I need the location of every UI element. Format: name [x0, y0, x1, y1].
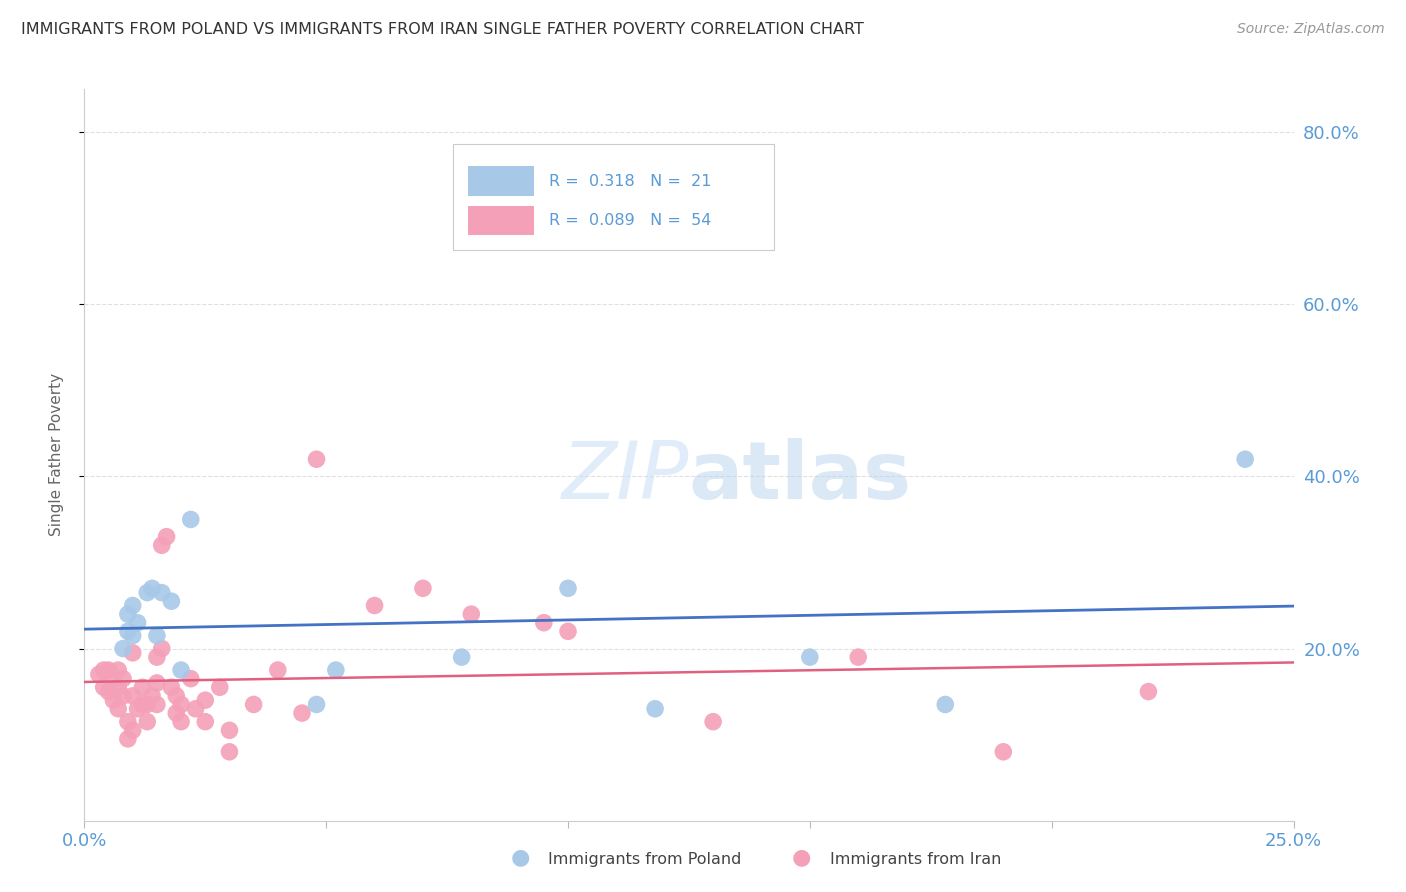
Point	[117, 624, 139, 639]
Point	[150, 538, 173, 552]
Point	[121, 646, 143, 660]
Point	[117, 714, 139, 729]
Point	[180, 512, 202, 526]
Point	[141, 582, 163, 596]
Point	[93, 663, 115, 677]
Point	[533, 615, 555, 630]
Point	[121, 629, 143, 643]
Point	[103, 693, 125, 707]
Point	[194, 693, 217, 707]
Point	[136, 585, 159, 599]
Bar	[468, 166, 534, 196]
Point	[1137, 684, 1160, 698]
Point	[644, 702, 666, 716]
Point	[412, 582, 434, 596]
Point	[131, 680, 153, 694]
Point	[180, 672, 202, 686]
Point	[160, 680, 183, 694]
Point	[121, 723, 143, 738]
Point	[325, 663, 347, 677]
Point	[127, 615, 149, 630]
Point	[242, 698, 264, 712]
Point	[208, 680, 231, 694]
Point	[993, 745, 1015, 759]
Point	[117, 607, 139, 621]
Point	[155, 530, 177, 544]
Point	[305, 452, 328, 467]
Point	[165, 689, 187, 703]
FancyBboxPatch shape	[453, 144, 773, 250]
Point	[97, 663, 120, 677]
Point	[165, 706, 187, 720]
Bar	[468, 205, 534, 235]
Point	[160, 594, 183, 608]
Point	[87, 667, 110, 681]
Point	[136, 714, 159, 729]
Point	[557, 582, 579, 596]
Point	[170, 663, 193, 677]
Point	[150, 641, 173, 656]
Text: Source: ZipAtlas.com: Source: ZipAtlas.com	[1237, 22, 1385, 37]
Point	[136, 698, 159, 712]
Text: ●: ●	[792, 847, 811, 867]
Point	[117, 731, 139, 746]
Text: ●: ●	[510, 847, 530, 867]
Point	[146, 629, 169, 643]
Point	[107, 680, 129, 694]
Y-axis label: Single Father Poverty: Single Father Poverty	[49, 374, 63, 536]
Point	[127, 702, 149, 716]
Point	[150, 585, 173, 599]
Point	[218, 745, 240, 759]
Point	[846, 650, 869, 665]
Point	[131, 698, 153, 712]
Point	[121, 689, 143, 703]
Point	[146, 676, 169, 690]
Point	[194, 714, 217, 729]
Point	[141, 689, 163, 703]
Point	[363, 599, 385, 613]
Point	[112, 689, 135, 703]
Point	[184, 702, 207, 716]
Point	[170, 714, 193, 729]
Text: atlas: atlas	[689, 438, 912, 516]
Point	[450, 650, 472, 665]
Point	[218, 723, 240, 738]
Point	[702, 714, 724, 729]
Point	[103, 672, 125, 686]
Point	[93, 680, 115, 694]
Point	[107, 663, 129, 677]
Point	[112, 641, 135, 656]
Point	[112, 672, 135, 686]
Text: R =  0.318   N =  21: R = 0.318 N = 21	[548, 174, 711, 189]
Text: IMMIGRANTS FROM POLAND VS IMMIGRANTS FROM IRAN SINGLE FATHER POVERTY CORRELATION: IMMIGRANTS FROM POLAND VS IMMIGRANTS FRO…	[21, 22, 863, 37]
Text: Immigrants from Poland: Immigrants from Poland	[548, 852, 742, 867]
Point	[97, 684, 120, 698]
Point	[1234, 452, 1257, 467]
Point	[557, 624, 579, 639]
Point	[460, 607, 482, 621]
Point	[146, 650, 169, 665]
Point	[291, 706, 314, 720]
Text: Immigrants from Iran: Immigrants from Iran	[830, 852, 1001, 867]
Point	[305, 698, 328, 712]
Point	[170, 698, 193, 712]
Text: ZIP: ZIP	[561, 438, 689, 516]
Point	[799, 650, 821, 665]
Point	[934, 698, 956, 712]
Text: R =  0.089   N =  54: R = 0.089 N = 54	[548, 213, 711, 228]
Point	[107, 702, 129, 716]
Point	[121, 599, 143, 613]
Point	[146, 698, 169, 712]
Point	[267, 663, 290, 677]
